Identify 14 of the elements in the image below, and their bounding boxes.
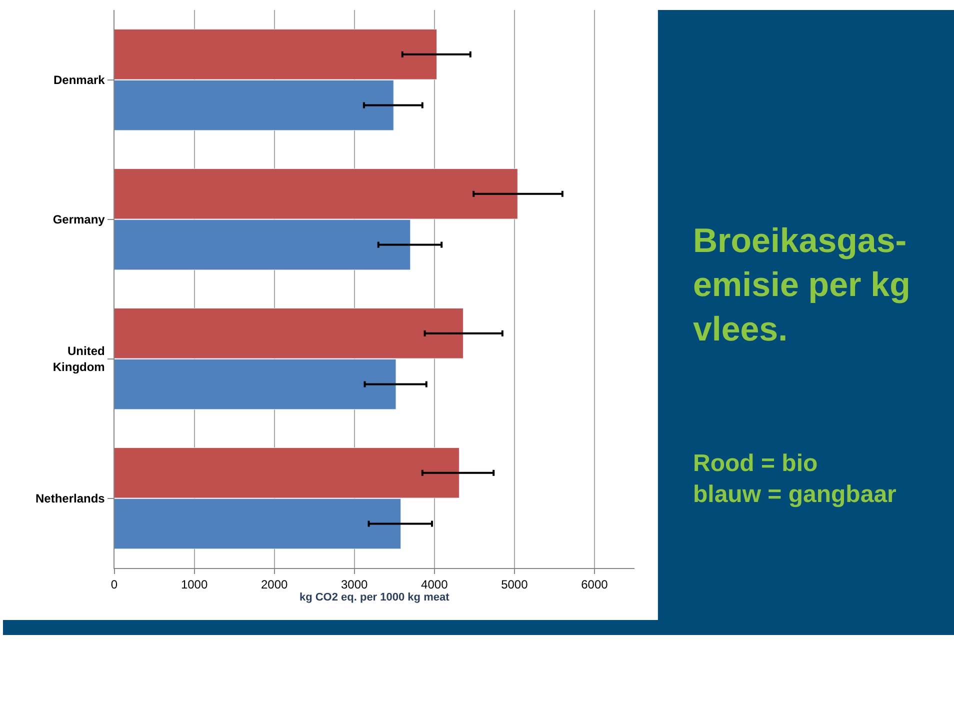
x-tick-label: 4000 bbox=[421, 577, 448, 592]
x-tick-label: 0 bbox=[110, 577, 118, 592]
x-tick-label: 1000 bbox=[180, 577, 208, 592]
x-axis-title: kg CO2 eq. per 1000 kg meat bbox=[299, 592, 450, 604]
y-tick-label: United Kingdom bbox=[52, 344, 105, 374]
y-tick-label: Germany bbox=[52, 212, 106, 227]
text: Broeikasgas- emisie per kg vlees. bbox=[693, 222, 910, 348]
text: Rood = bio blauw = gangbaar bbox=[693, 450, 896, 508]
x-tick-label: 3000 bbox=[341, 577, 368, 592]
y-tick-label: Denmark bbox=[54, 73, 106, 88]
x-tick-label: 5000 bbox=[501, 577, 528, 592]
x-tick-label: 2000 bbox=[260, 577, 288, 592]
x-tick-label: 6000 bbox=[581, 577, 608, 592]
y-tick-label: Netherlands bbox=[36, 492, 106, 506]
